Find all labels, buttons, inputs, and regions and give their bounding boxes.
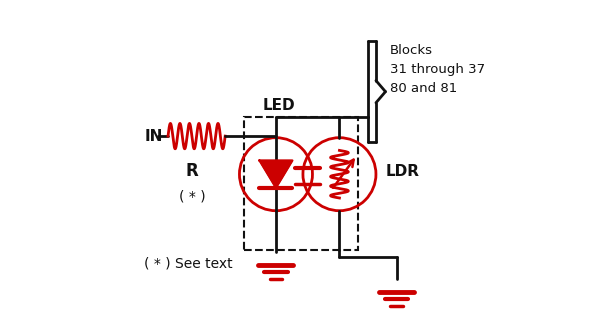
Polygon shape — [260, 161, 293, 188]
Text: ( * ): ( * ) — [179, 189, 205, 203]
Text: Blocks
31 through 37
80 and 81: Blocks 31 through 37 80 and 81 — [390, 44, 486, 95]
Bar — [244, 117, 359, 250]
Text: LED: LED — [262, 99, 295, 113]
Text: IN: IN — [144, 129, 163, 144]
Text: LDR: LDR — [385, 163, 419, 179]
Text: ( * ) See text: ( * ) See text — [144, 256, 233, 270]
Text: R: R — [185, 162, 198, 180]
